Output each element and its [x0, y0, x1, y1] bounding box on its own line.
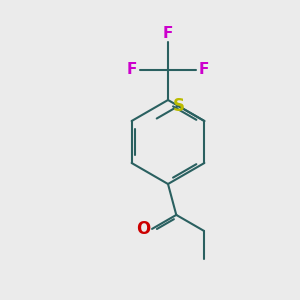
Text: F: F	[127, 62, 137, 77]
Text: O: O	[136, 220, 150, 238]
Text: F: F	[163, 26, 173, 41]
Text: S: S	[172, 97, 184, 115]
Text: F: F	[199, 62, 209, 77]
